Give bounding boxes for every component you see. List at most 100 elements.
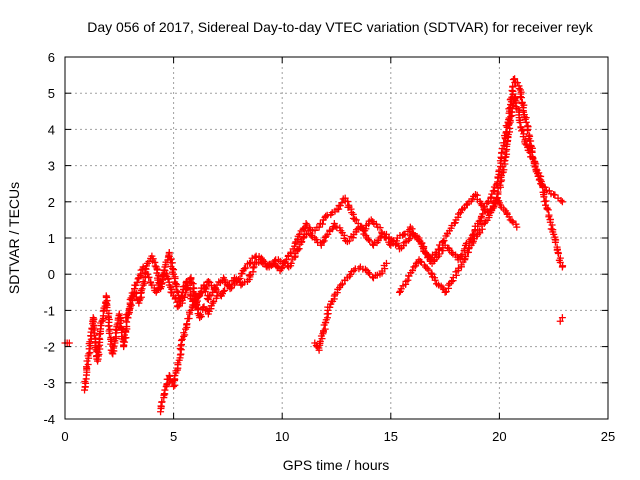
data-point (441, 288, 449, 296)
data-points (61, 75, 567, 416)
data-point (321, 325, 329, 333)
data-point (198, 288, 206, 296)
data-point (167, 255, 175, 263)
data-point (405, 236, 413, 244)
data-point (251, 260, 259, 268)
series-track-c (122, 93, 567, 322)
data-point (219, 287, 227, 295)
data-point (349, 234, 357, 242)
data-point (509, 82, 517, 90)
data-point (502, 147, 510, 155)
data-point (127, 301, 135, 309)
data-point (257, 258, 265, 266)
data-point (427, 269, 435, 277)
y-axis-label: SDTVAR / TECUs (6, 182, 22, 294)
data-point (138, 285, 146, 293)
series-track-a (61, 339, 73, 347)
data-point (311, 234, 319, 242)
data-point (489, 204, 497, 212)
data-point (161, 386, 169, 394)
data-point (409, 267, 417, 275)
data-point (159, 271, 167, 279)
data-point (382, 259, 390, 267)
data-point (361, 265, 369, 273)
y-tick-label: 6 (48, 50, 55, 65)
data-point (537, 176, 545, 184)
y-tick-label: 1 (48, 231, 55, 246)
chart-title: Day 056 of 2017, Sidereal Day-to-day VTE… (87, 19, 593, 35)
y-tick-label: 5 (48, 86, 55, 101)
data-point (410, 263, 418, 271)
data-point (516, 119, 524, 126)
data-point (86, 349, 94, 357)
data-point (500, 139, 508, 147)
data-point (505, 121, 513, 129)
data-point (548, 221, 556, 229)
data-point (116, 319, 124, 327)
data-point (115, 310, 123, 318)
data-point (196, 311, 204, 319)
series-track-g (556, 314, 566, 325)
series-track-f (395, 194, 521, 296)
data-point (277, 265, 285, 273)
y-tick-label: 0 (48, 267, 55, 282)
data-point (558, 198, 566, 206)
data-point (315, 223, 323, 231)
data-point (551, 238, 559, 246)
data-point (479, 210, 487, 218)
data-point (125, 306, 133, 314)
data-point (434, 245, 442, 253)
data-point (422, 263, 430, 271)
data-point (87, 328, 95, 336)
data-point (84, 361, 92, 369)
data-point (543, 205, 551, 213)
data-point (247, 259, 255, 267)
y-tick-label: -2 (43, 340, 55, 355)
data-point (513, 79, 521, 87)
data-point (242, 264, 250, 272)
data-point (211, 285, 219, 293)
y-tick-label: 3 (48, 159, 55, 174)
data-point (295, 245, 303, 253)
data-point (347, 205, 355, 213)
data-point (158, 398, 166, 406)
grid (65, 57, 608, 419)
data-point (345, 237, 353, 245)
data-point (395, 288, 403, 296)
data-point (200, 303, 208, 311)
data-point (319, 238, 327, 246)
data-point (204, 277, 212, 285)
data-point (404, 276, 412, 284)
data-point (517, 94, 525, 102)
data-point (251, 253, 259, 261)
data-point (168, 289, 176, 297)
data-point (202, 283, 210, 291)
data-point (157, 280, 165, 288)
data-point (160, 266, 168, 274)
data-point (302, 220, 310, 228)
data-point (462, 253, 470, 261)
data-point (431, 276, 439, 284)
data-point (189, 288, 197, 296)
data-point (205, 292, 213, 300)
x-tick-label: 20 (492, 429, 506, 444)
data-point (91, 331, 99, 339)
data-point (376, 224, 384, 232)
data-point (177, 337, 185, 345)
data-point (173, 287, 181, 295)
data-point (188, 279, 196, 287)
data-point (93, 355, 101, 363)
data-point (481, 218, 489, 226)
data-point (184, 281, 192, 289)
data-point (540, 193, 548, 201)
data-point (128, 295, 136, 303)
data-point (133, 279, 141, 287)
y-tick-label: 2 (48, 195, 55, 210)
data-point (215, 278, 223, 286)
data-point (513, 223, 521, 231)
y-tick-label: -1 (43, 303, 55, 318)
series-track-e (311, 259, 390, 354)
data-point (439, 238, 447, 246)
data-point (505, 213, 513, 221)
data-point (187, 275, 195, 283)
